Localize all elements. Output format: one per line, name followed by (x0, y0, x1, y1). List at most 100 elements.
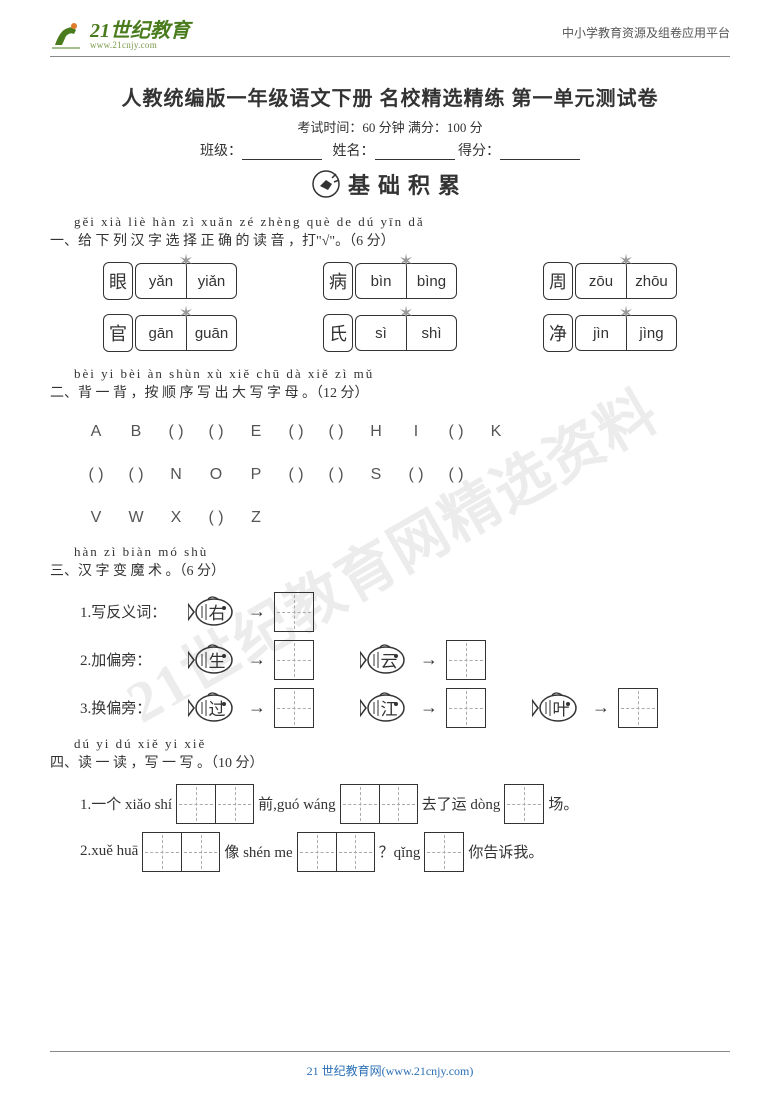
q2-pinyin: bèi yi bèi àn shùn xù xiě chū dà xiě zì … (74, 366, 730, 382)
q2-letter: S (360, 457, 392, 492)
write-box[interactable] (341, 785, 379, 823)
q2-blank[interactable]: ( ) (440, 414, 472, 449)
q2-blank[interactable]: ( ) (320, 414, 352, 449)
arrow-icon: → (248, 649, 266, 670)
arrow-icon: → (248, 601, 266, 622)
logo: 21世纪教育 www.21cnjy.com (50, 20, 190, 50)
exam-info: 考试时间：60 分钟 满分：100 分 (50, 117, 730, 136)
q4-text-segment: 像 shén me (224, 841, 292, 862)
q3-label: 1.写反义词： (80, 601, 180, 622)
q4-text-segment: 去了运 dòng (422, 793, 501, 814)
write-box[interactable] (618, 688, 658, 728)
q3-label: 3.换偏旁： (80, 697, 180, 718)
q1-item: 病✶bìnbìng (323, 262, 457, 300)
write-box-group[interactable] (504, 784, 544, 824)
label-name: 姓名： (333, 144, 375, 159)
q2-letter: X (160, 500, 192, 535)
q3-row: 2.加偏旁：生→云→ (80, 640, 700, 680)
q1-pinyin-box[interactable]: ✶zōuzhōu (575, 263, 677, 299)
label-class: 班级： (200, 144, 242, 159)
q2-blank[interactable]: ( ) (200, 414, 232, 449)
q2-letter: Z (240, 500, 272, 535)
write-box[interactable] (274, 592, 314, 632)
q1-char: 周 (543, 262, 573, 300)
blank-score[interactable] (500, 146, 580, 160)
q2-letter: W (120, 500, 152, 535)
q1-pinyin-box[interactable]: ✶sìshì (355, 315, 457, 351)
q1-row: 官✶gānguān 氏✶sìshì 净✶jìnjìng (60, 314, 720, 352)
page-header: 21世纪教育 www.21cnjy.com 中小学教育资源及组卷应用平台 (50, 20, 730, 57)
q2-blank[interactable]: ( ) (160, 414, 192, 449)
write-box[interactable] (379, 785, 417, 823)
write-box-group[interactable] (424, 832, 464, 872)
q1-pinyin-box[interactable]: ✶bìnbìng (355, 263, 457, 299)
q1-char: 官 (103, 314, 133, 352)
write-box[interactable] (215, 785, 253, 823)
star-icon: ✶ (618, 303, 633, 324)
q2-blank[interactable]: ( ) (120, 457, 152, 492)
q3-row: 1.写反义词：右→ (80, 592, 700, 632)
write-box[interactable] (505, 785, 543, 823)
blank-name[interactable] (375, 146, 455, 160)
q1-item: 眼✶yǎnyiǎn (103, 262, 237, 300)
logo-cn: 21世纪教育 (90, 21, 190, 41)
q1-item: 氏✶sìshì (323, 314, 457, 352)
q2-blank[interactable]: ( ) (320, 457, 352, 492)
q3-pinyin: hàn zì biàn mó shù (74, 544, 730, 560)
q2-blank[interactable]: ( ) (200, 500, 232, 535)
q2-letter: I (400, 414, 432, 449)
header-right-text: 中小学教育资源及组卷应用平台 (562, 20, 730, 41)
q4-row: 2.xuě huā像 shén me？qǐng你告诉我。 (80, 832, 700, 872)
q4-text-segment: 你告诉我。 (468, 841, 543, 862)
q2-blank[interactable]: ( ) (280, 414, 312, 449)
q2-row: ( )( )NOP( )( )S( )( ) (80, 457, 700, 492)
q1-item: 官✶gānguān (103, 314, 237, 352)
q1-item: 净✶jìnjìng (543, 314, 677, 352)
q2-letter: N (160, 457, 192, 492)
write-box-group[interactable] (142, 832, 220, 872)
logo-url: www.21cnjy.com (90, 41, 190, 50)
write-box[interactable] (143, 833, 181, 871)
page-footer: 21 世纪教育网(www.21cnjy.com) (50, 1051, 730, 1079)
fish-char: 云 (360, 640, 412, 680)
write-box[interactable] (181, 833, 219, 871)
q2-rows: AB( )( )E( )( )HI( )K( )( )NOP( )( )S( )… (50, 414, 730, 536)
write-box[interactable] (274, 640, 314, 680)
q4-text: 四、读 一 读 ，写 一 写 。（10 分） (50, 752, 730, 772)
q2-letter: V (80, 500, 112, 535)
write-box[interactable] (336, 833, 374, 871)
q2-blank[interactable]: ( ) (80, 457, 112, 492)
write-box-group[interactable] (340, 784, 418, 824)
q1-pinyin-box[interactable]: ✶jìnjìng (575, 315, 677, 351)
q2-blank[interactable]: ( ) (280, 457, 312, 492)
q2-letter: H (360, 414, 392, 449)
write-box-group[interactable] (297, 832, 375, 872)
write-box[interactable] (274, 688, 314, 728)
q2-letter: K (480, 414, 512, 449)
label-score: 得分： (458, 144, 500, 159)
q1-char: 眼 (103, 262, 133, 300)
blank-class[interactable] (242, 146, 322, 160)
q2-blank[interactable]: ( ) (400, 457, 432, 492)
write-box[interactable] (298, 833, 336, 871)
arrow-icon: → (592, 697, 610, 718)
logo-text: 21世纪教育 www.21cnjy.com (90, 21, 190, 50)
write-box[interactable] (177, 785, 215, 823)
runner-icon (50, 20, 84, 50)
write-box[interactable] (446, 640, 486, 680)
arrow-icon: → (420, 697, 438, 718)
q1-rows: 眼✶yǎnyiǎn 病✶bìnbìng 周✶zōuzhōu 官✶gānguān 氏✶sì… (50, 262, 730, 352)
q4-text-segment: ？qǐng (379, 841, 421, 862)
write-box[interactable] (425, 833, 463, 871)
star-icon: ✶ (398, 303, 413, 324)
q1-pinyin-box[interactable]: ✶yǎnyiǎn (135, 263, 237, 299)
q4-rows: 1.一个 xiǎo shí前,guó wáng去了运 dòng场。2.xuě h… (50, 784, 730, 872)
fish-char: 过 (188, 688, 240, 728)
q3-rows: 1.写反义词：右→2.加偏旁：生→云→3.换偏旁：过→江→叶→ (50, 592, 730, 728)
q1-pinyin-box[interactable]: ✶gānguān (135, 315, 237, 351)
write-box[interactable] (446, 688, 486, 728)
q2-letter: P (240, 457, 272, 492)
q1-pinyin: gěi xià liè hàn zì xuǎn zé zhèng què de … (74, 214, 730, 230)
write-box-group[interactable] (176, 784, 254, 824)
q2-blank[interactable]: ( ) (440, 457, 472, 492)
